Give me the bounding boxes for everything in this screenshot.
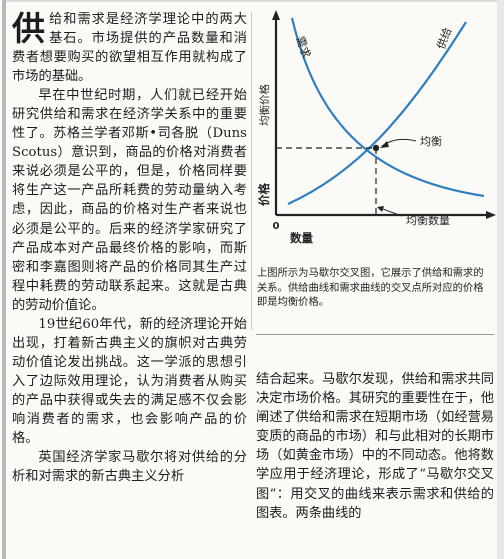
right-column: 结合起来。马歇尔发现，供给和需求共同决定市场价格。其研究的重要性在于，他阐述了供… xyxy=(256,370,494,523)
equilibrium-label: 均衡 xyxy=(420,135,442,148)
paragraph-medieval: 早在中世纪时期，人们就已经开始研究供给和需求在经济学关系中的重要性了。苏格兰学者… xyxy=(12,88,247,313)
equilibrium-pointer-arrow xyxy=(380,141,389,148)
intro-paragraph: 供给和需求是经济学理论中的两大基石。市场提供的产品数量和消费者想要购买的欲望相互… xyxy=(12,10,247,86)
paragraph-marshall: 英国经济学家马歇尔将对供给的分析和对需求的新古典主义分析 xyxy=(12,450,247,485)
drop-cap: 供 xyxy=(12,9,46,48)
right-edge-strip xyxy=(497,0,504,559)
figure-caption: 上图所示为马歇尔交叉图，它展示了供给和需求的关系。供给曲线和需求曲线的交叉点所对… xyxy=(257,267,484,309)
left-column: 供给和需求是经济学理论中的两大基石。市场提供的产品数量和消费者想要购买的欲望相互… xyxy=(12,10,247,486)
left-rule xyxy=(2,0,6,559)
marshall-cross-diagram: 需求 供给 均衡价格 均衡 价格 0 数量 均衡数量 xyxy=(257,10,496,245)
paragraph-neoclassical: 19世纪60年代，新的经济理论开始出现，打着新古典主义的旗帜对古典劳动价值论发出… xyxy=(12,316,247,447)
supply-label: 供给 xyxy=(434,26,455,51)
y-axis-arrow xyxy=(272,10,280,20)
intro-text: 给和需求是经济学理论中的两大基石。市场提供的产品数量和消费者想要购买的欲望相互作… xyxy=(12,12,247,85)
demand-label: 需求 xyxy=(293,35,313,60)
quantity-pointer-arrow xyxy=(377,206,384,212)
origin-label: 0 xyxy=(273,221,280,232)
paragraph-continued: 结合起来。马歇尔发现，供给和需求共同决定市场价格。其研究的重要性在于，他阐述了供… xyxy=(256,372,494,521)
supply-curve xyxy=(287,21,467,206)
demand-curve xyxy=(290,17,485,198)
price-axis-label: 价格 xyxy=(257,183,271,206)
quantity-axis-label: 数量 xyxy=(290,231,313,245)
quantity-pointer-line xyxy=(379,207,403,217)
equilibrium-point xyxy=(372,144,380,152)
equilibrium-quantity-label: 均衡数量 xyxy=(406,214,450,227)
column-divider xyxy=(251,12,252,330)
equilibrium-price-label: 均衡价格 xyxy=(258,84,271,126)
x-axis-arrow xyxy=(486,211,496,219)
top-rule xyxy=(6,0,500,2)
caption-divider xyxy=(256,334,494,335)
